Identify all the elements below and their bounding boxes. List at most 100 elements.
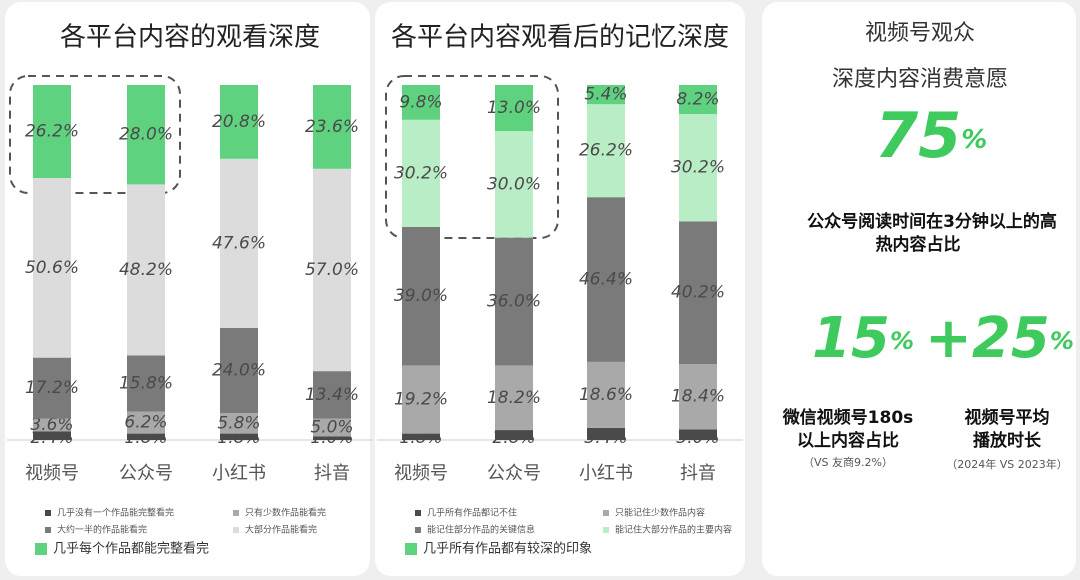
legend-label: 能记住部分作品的关键信息 bbox=[427, 524, 535, 536]
value-label: 36.0% bbox=[487, 292, 541, 312]
value-label: 30.0% bbox=[487, 174, 541, 194]
legend-swatch bbox=[415, 510, 421, 516]
value-label: 13.4% bbox=[305, 385, 359, 405]
legend-swatch bbox=[233, 527, 239, 533]
legend-label: 几乎每个作品都能完整看完 bbox=[53, 541, 209, 557]
bar-segment bbox=[679, 114, 717, 222]
legend-label: 几乎没有一个作品能完整看完 bbox=[57, 507, 174, 519]
bar-segment bbox=[402, 227, 440, 366]
bar-segment bbox=[587, 197, 625, 362]
legend-label: 只有少数作品能看完 bbox=[245, 507, 326, 519]
highlight-box bbox=[385, 75, 559, 239]
legend-label: 只能记住少数作品内容 bbox=[615, 507, 705, 519]
chart-title: 各平台内容观看后的记忆深度 bbox=[391, 23, 729, 53]
legend-swatch bbox=[415, 527, 421, 533]
legend-swatch bbox=[405, 543, 417, 555]
stat-desc: 播放时长 bbox=[973, 430, 1042, 451]
bar-segment bbox=[679, 429, 717, 440]
chart-title: 各平台内容的观看深度 bbox=[60, 23, 320, 53]
highlight-box bbox=[9, 75, 181, 194]
stat-number: +25% bbox=[925, 306, 1074, 371]
x-tick-label: 抖音 bbox=[314, 463, 350, 484]
bar-segment bbox=[220, 433, 258, 440]
stat-desc: 视频号平均 bbox=[965, 407, 1050, 428]
value-label: 26.2% bbox=[25, 122, 79, 142]
value-label: 24.0% bbox=[212, 360, 266, 380]
value-label: 48.2% bbox=[119, 260, 173, 280]
legend-swatch bbox=[45, 527, 51, 533]
value-label: 39.0% bbox=[394, 286, 448, 306]
bar-segment bbox=[127, 411, 165, 434]
stat-desc: 热内容占比 bbox=[876, 234, 961, 255]
bar-segment bbox=[587, 85, 625, 105]
legend-label: 能记住大部分作品的主要内容 bbox=[615, 524, 732, 536]
stats-title: 深度内容消费意愿 bbox=[832, 67, 1008, 92]
legend-swatch bbox=[35, 543, 47, 555]
value-label: 57.0% bbox=[305, 260, 359, 280]
bar-segment bbox=[33, 85, 71, 179]
value-label: 3.4% bbox=[584, 428, 627, 448]
bar-segment bbox=[313, 168, 351, 372]
bar-segment bbox=[33, 357, 71, 419]
value-label: 46.4% bbox=[579, 270, 633, 290]
bar-segment bbox=[402, 365, 440, 434]
stats-title: 视频号观众 bbox=[865, 21, 975, 46]
bar-segment bbox=[313, 418, 351, 437]
bar-segment bbox=[587, 104, 625, 198]
legend-swatch bbox=[45, 510, 51, 516]
panel bbox=[375, 2, 745, 576]
stat-desc: 以上内容占比 bbox=[797, 430, 899, 451]
legend-label: 大约一半的作品能看完 bbox=[57, 524, 147, 536]
stat-number: 75% bbox=[875, 99, 987, 172]
stat-note: （2024年 VS 2023年） bbox=[946, 457, 1068, 471]
bar-segment bbox=[313, 371, 351, 419]
value-label: 3.6% bbox=[30, 415, 73, 435]
bar-segment bbox=[495, 365, 533, 431]
value-label: 26.2% bbox=[579, 141, 633, 161]
stat-note: （VS 友商9.2%） bbox=[803, 455, 893, 469]
bar-segment bbox=[495, 430, 533, 440]
value-label: 19.2% bbox=[394, 390, 448, 410]
value-label: 23.6% bbox=[305, 117, 359, 137]
value-label: 5.4% bbox=[584, 85, 627, 105]
bar-segment bbox=[495, 237, 533, 366]
value-label: 18.2% bbox=[487, 388, 541, 408]
x-tick-label: 视频号 bbox=[394, 463, 448, 484]
value-label: 20.8% bbox=[212, 112, 266, 132]
value-label: 9.8% bbox=[399, 92, 442, 112]
bar-segment bbox=[220, 85, 258, 159]
stat-desc: 微信视频号180s bbox=[782, 407, 914, 428]
value-label: 50.6% bbox=[25, 258, 79, 278]
legend-label: 几乎所有作品都记不住 bbox=[427, 507, 517, 519]
value-label: 5.8% bbox=[217, 413, 260, 433]
x-tick-label: 小红书 bbox=[579, 463, 633, 484]
x-tick-label: 小红书 bbox=[212, 463, 266, 484]
bar-segment bbox=[127, 85, 165, 185]
bar-segment bbox=[679, 221, 717, 365]
bar-segment bbox=[679, 85, 717, 115]
legend-swatch bbox=[603, 527, 609, 533]
stats-panel: 视频号观众 深度内容消费意愿 75% 公众号阅读时间在3分钟以上的高 热内容占比… bbox=[782, 21, 1074, 471]
bar-segment bbox=[127, 184, 165, 356]
panel bbox=[762, 2, 1076, 576]
bar-segment bbox=[33, 418, 71, 432]
value-label: 30.2% bbox=[394, 163, 448, 183]
bar-segment bbox=[495, 131, 533, 238]
stat-number: 15% bbox=[812, 306, 914, 371]
value-label: 18.4% bbox=[671, 387, 725, 407]
bar-segment bbox=[220, 327, 258, 414]
bar-segment bbox=[313, 85, 351, 169]
bar-segment bbox=[587, 361, 625, 428]
bar-segment bbox=[33, 178, 71, 358]
bar-segment bbox=[402, 119, 440, 227]
legend-label: 大部分作品能看完 bbox=[245, 524, 317, 536]
bar-segment bbox=[495, 85, 533, 132]
bar-segment bbox=[587, 427, 625, 440]
x-tick-label: 视频号 bbox=[25, 463, 79, 484]
value-label: 5.0% bbox=[310, 418, 353, 438]
value-label: 18.6% bbox=[579, 385, 633, 405]
value-label: 28.0% bbox=[119, 125, 173, 145]
value-label: 40.2% bbox=[671, 283, 725, 303]
value-label: 8.2% bbox=[676, 90, 719, 110]
